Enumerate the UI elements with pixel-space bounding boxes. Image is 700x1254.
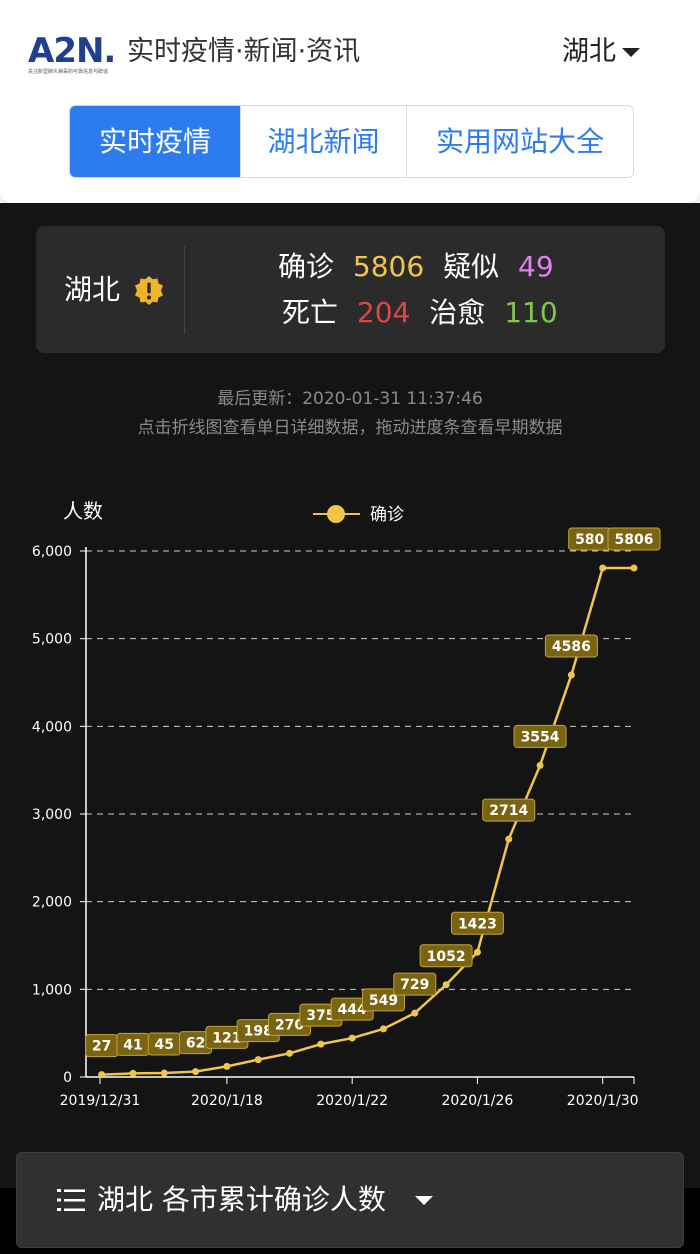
data-point [129,1069,137,1077]
confirmed-line-chart[interactable]: 人数 确诊 0 1,000 2,000 3,000 4,000 5,000 6,000 2019/… [0,490,700,1115]
confirmed-label: 确诊 [278,250,335,283]
data-point [192,1068,200,1076]
site-title: 实时疫情·新闻·资讯 [127,36,361,67]
data-label: 3554 [521,729,560,745]
data-point [223,1062,231,1070]
x-tick-label: 2020/1/18 [191,1093,263,1109]
stats-row-2: 死亡 204 治愈 110 [282,293,558,333]
data-point [536,761,544,769]
data-point [254,1056,262,1064]
data-label-box [393,972,437,996]
data-label: 444 [338,1002,367,1018]
y-tick-label: 6,000 [32,544,72,560]
data-label: 270 [275,1017,304,1033]
death-label: 死亡 [282,296,339,329]
cured-label: 治愈 [429,296,486,329]
data-label-box [607,527,661,551]
data-label: 27 [92,1039,111,1055]
caret-down-icon [415,1196,433,1205]
confirmed-count: 5806 [352,250,425,283]
data-label: 45 [155,1037,174,1053]
y-tick-label: 1,000 [32,982,72,998]
data-point [379,1025,387,1033]
x-tick-label: 2020/1/22 [316,1093,388,1109]
tab-bar: 实时疫情 湖北新闻 实用网站大全 [69,105,634,178]
x-tick-label: 2019/12/31 [60,1093,141,1109]
logo-text: A2N. [28,31,116,71]
site-logo[interactable]: A2N. 关注新型肺炎病毒的可靠信息与辟谣 [28,30,120,76]
logo-tagline: 关注新型肺炎病毒的可靠信息与辟谣 [28,69,109,75]
y-axis-title: 人数 [63,499,103,523]
stats-card [36,226,665,353]
data-label-box [419,944,473,968]
data-point [473,948,481,956]
data-label: 580 [575,532,604,548]
data-label-box [450,911,504,935]
data-label-box [544,634,598,658]
cured-count: 110 [504,296,558,329]
data-point [286,1049,294,1057]
list-menu-icon [57,1189,85,1211]
stats-divider [184,246,185,334]
data-label-box [513,724,567,748]
data-label: 4586 [552,639,591,655]
y-tick-label: 2,000 [32,895,72,911]
legend-marker [327,505,345,523]
y-tick-label: 4,000 [32,719,72,735]
y-tick-label: 0 [63,1070,72,1086]
data-label: 121 [212,1030,241,1046]
data-label: 375 [306,1008,335,1024]
city-stats-dropdown[interactable]: 湖北 各市累计确诊人数 [16,1152,684,1248]
stats-row-1: 确诊 5806 疑似 49 [278,247,554,287]
data-point [98,1071,106,1079]
region-dropdown-label: 湖北 [562,36,616,67]
data-point [411,1009,419,1017]
data-point [599,564,607,572]
series-line-confirmed [101,566,634,1076]
data-point [160,1069,168,1077]
x-tick-label: 2020/1/26 [442,1093,514,1109]
data-point [442,981,450,989]
data-point [505,835,513,843]
data-label: 198 [244,1024,273,1040]
last-updated: 最后更新：2020-01-31 11:37:46 [217,389,483,409]
data-point [567,671,575,679]
caret-down-icon [622,48,640,57]
suspected-label: 疑似 [443,250,500,283]
top-header: A2N. 关注新型肺炎病毒的可靠信息与辟谣 实时疫情·新闻·资讯 湖北 实时疫情… [0,0,700,203]
data-label: 2714 [489,803,528,819]
x-tick-label: 2020/1/30 [567,1093,639,1109]
data-label: 1052 [427,949,466,965]
data-label: 1423 [458,916,497,932]
tab-hubei-news[interactable]: 湖北新闻 [240,106,406,177]
data-point [348,1034,356,1042]
region-dropdown[interactable]: 湖北 [562,34,640,70]
city-stats-label: 湖北 各市累计确诊人数 [97,1183,386,1216]
data-point [630,564,638,572]
data-label: 729 [400,977,429,993]
data-label: 549 [369,993,398,1009]
data-label-box [482,798,536,822]
main-panel [0,203,700,1193]
death-count: 204 [356,296,411,329]
warning-icon[interactable] [133,275,165,307]
suspected-count: 49 [518,250,554,283]
chart-hint: 点击折线图查看单日详细数据，拖动进度条查看早期数据 [137,418,563,438]
y-tick-label: 3,000 [32,807,72,823]
y-tick-label: 5,000 [32,632,72,648]
data-point [317,1040,325,1048]
tab-useful-sites[interactable]: 实用网站大全 [406,106,633,177]
data-label: 62 [186,1036,205,1052]
stats-region: 湖北 [64,273,121,306]
legend-label: 确诊 [370,505,404,525]
data-label: 41 [123,1037,142,1053]
data-label: 5806 [615,532,654,548]
tab-realtime[interactable]: 实时疫情 [70,106,240,177]
